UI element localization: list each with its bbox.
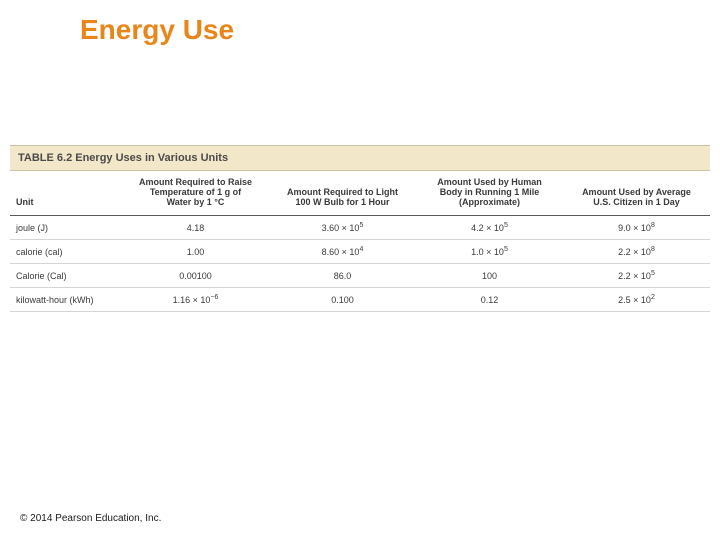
table-row: calorie (cal)1.008.60 × 1041.0 × 1052.2 …: [10, 240, 710, 264]
cell-c2: 8.60 × 104: [269, 240, 416, 264]
cell-c1: 1.00: [122, 240, 269, 264]
energy-table: UnitAmount Required to RaiseTemperature …: [10, 171, 710, 312]
col-header-c4: Amount Used by AverageU.S. Citizen in 1 …: [563, 171, 710, 216]
cell-c2: 86.0: [269, 264, 416, 288]
copyright-footer: © 2014 Pearson Education, Inc.: [20, 513, 161, 524]
table-header-row: UnitAmount Required to RaiseTemperature …: [10, 171, 710, 216]
table-row: joule (J)4.183.60 × 1054.2 × 1059.0 × 10…: [10, 216, 710, 240]
col-header-c3: Amount Used by HumanBody in Running 1 Mi…: [416, 171, 563, 216]
table-body: joule (J)4.183.60 × 1054.2 × 1059.0 × 10…: [10, 216, 710, 312]
cell-c1: 0.00100: [122, 264, 269, 288]
page-title: Energy Use: [80, 14, 234, 46]
cell-unit: joule (J): [10, 216, 122, 240]
table-row: Calorie (Cal)0.0010086.01002.2 × 105: [10, 264, 710, 288]
table-caption: TABLE 6.2 Energy Uses in Various Units: [10, 145, 710, 171]
cell-c1: 1.16 × 10−6: [122, 288, 269, 312]
cell-c4: 2.2 × 108: [563, 240, 710, 264]
cell-c2: 0.100: [269, 288, 416, 312]
cell-c4: 9.0 × 108: [563, 216, 710, 240]
cell-c2: 3.60 × 105: [269, 216, 416, 240]
cell-c1: 4.18: [122, 216, 269, 240]
cell-unit: Calorie (Cal): [10, 264, 122, 288]
col-header-c2: Amount Required to Light100 W Bulb for 1…: [269, 171, 416, 216]
energy-table-container: TABLE 6.2 Energy Uses in Various Units U…: [10, 145, 710, 312]
col-header-unit: Unit: [10, 171, 122, 216]
col-header-c1: Amount Required to RaiseTemperature of 1…: [122, 171, 269, 216]
slide: Energy Use TABLE 6.2 Energy Uses in Vari…: [0, 0, 720, 540]
cell-c4: 2.2 × 105: [563, 264, 710, 288]
cell-unit: kilowatt-hour (kWh): [10, 288, 122, 312]
cell-c3: 4.2 × 105: [416, 216, 563, 240]
table-row: kilowatt-hour (kWh)1.16 × 10−60.1000.122…: [10, 288, 710, 312]
cell-c3: 1.0 × 105: [416, 240, 563, 264]
cell-c3: 0.12: [416, 288, 563, 312]
cell-unit: calorie (cal): [10, 240, 122, 264]
cell-c4: 2.5 × 102: [563, 288, 710, 312]
cell-c3: 100: [416, 264, 563, 288]
